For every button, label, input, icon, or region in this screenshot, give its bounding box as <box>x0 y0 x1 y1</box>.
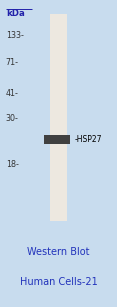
Text: Human Cells-21: Human Cells-21 <box>20 278 97 287</box>
Bar <box>44 135 70 144</box>
Text: 133-: 133- <box>6 31 24 40</box>
Text: 18-: 18- <box>6 160 19 169</box>
Text: Western Blot: Western Blot <box>27 247 90 257</box>
Bar <box>50 14 67 221</box>
Text: kDa: kDa <box>6 9 25 17</box>
Text: 41-: 41- <box>6 89 19 98</box>
Text: -HSP27: -HSP27 <box>75 135 102 144</box>
Text: 71-: 71- <box>6 58 19 68</box>
Text: 30-: 30- <box>6 114 19 123</box>
